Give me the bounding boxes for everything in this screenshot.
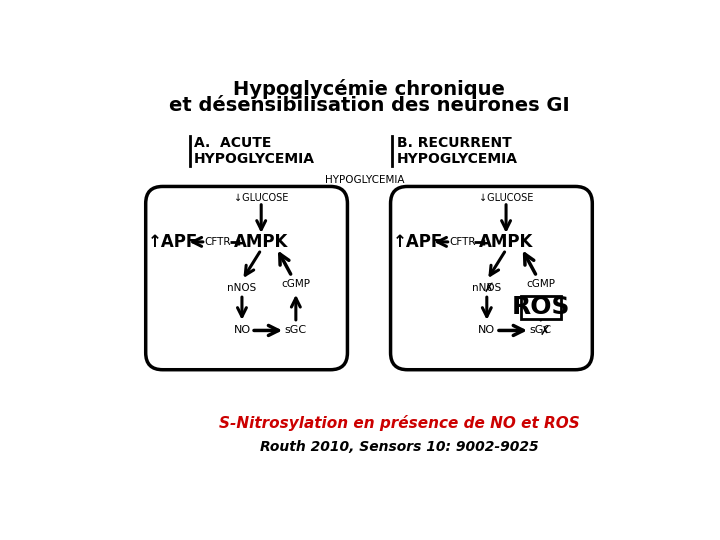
Text: AMPK: AMPK — [234, 233, 289, 251]
Text: ↑APF: ↑APF — [148, 233, 198, 251]
Text: et désensibilisation des neurones GI: et désensibilisation des neurones GI — [168, 96, 570, 114]
Text: cGMP: cGMP — [526, 279, 555, 289]
FancyBboxPatch shape — [390, 186, 593, 370]
FancyBboxPatch shape — [521, 296, 561, 319]
Text: sGC: sGC — [530, 326, 552, 335]
Text: HYPOGLYCEMIA: HYPOGLYCEMIA — [325, 175, 405, 185]
Text: S-Nitrosylation en présence de NO et ROS: S-Nitrosylation en présence de NO et ROS — [220, 415, 580, 431]
Text: cGMP: cGMP — [282, 279, 310, 289]
Text: ✗: ✗ — [539, 325, 550, 338]
Text: CFTR: CFTR — [449, 237, 475, 247]
Text: nNOS: nNOS — [472, 283, 501, 293]
Text: Routh 2010, Sensors 10: 9002-9025: Routh 2010, Sensors 10: 9002-9025 — [261, 440, 539, 454]
Text: ROS: ROS — [511, 295, 570, 319]
Text: ↓GLUCOSE: ↓GLUCOSE — [234, 193, 289, 204]
Text: A.  ACUTE
HYPOGLYCEMIA: A. ACUTE HYPOGLYCEMIA — [194, 136, 315, 166]
Text: nNOS: nNOS — [228, 283, 256, 293]
Text: Hypoglycémie chronique: Hypoglycémie chronique — [233, 79, 505, 99]
Text: NO: NO — [478, 326, 495, 335]
Text: CFTR: CFTR — [204, 237, 230, 247]
Text: ↓GLUCOSE: ↓GLUCOSE — [479, 193, 534, 204]
Text: B. RECURRENT
HYPOGLYCEMIA: B. RECURRENT HYPOGLYCEMIA — [397, 136, 518, 166]
Text: sGC: sGC — [285, 326, 307, 335]
FancyBboxPatch shape — [145, 186, 348, 370]
Text: ↑APF: ↑APF — [392, 233, 443, 251]
Text: ✗: ✗ — [483, 282, 494, 295]
Text: NO: NO — [233, 326, 251, 335]
Text: AMPK: AMPK — [479, 233, 534, 251]
